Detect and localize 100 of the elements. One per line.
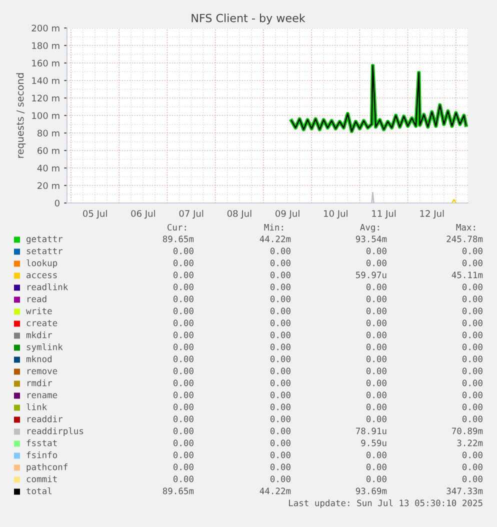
text: 0.00: [174, 452, 194, 458]
text: 0.00: [462, 392, 482, 398]
text: 0.00: [366, 260, 386, 266]
x-tick-label: 11 Jul: [372, 210, 396, 219]
legend-label: mkdir: [26, 331, 52, 338]
text: 89.65m: [162, 488, 194, 494]
text: 0.00: [366, 416, 386, 422]
text: 0.00: [270, 368, 290, 374]
text: 0.00: [366, 356, 386, 362]
text: 3.22m: [457, 440, 483, 446]
legend-label: setattr: [26, 248, 63, 254]
text: 0.00: [174, 260, 194, 266]
text: 0.00: [366, 368, 386, 374]
legend-label: symlink: [26, 343, 63, 352]
text: 0.00: [174, 344, 194, 350]
text: 0.00: [462, 368, 482, 374]
y-tick-label: 140 m: [32, 77, 60, 84]
legend-label: read: [28, 295, 46, 302]
text: 245.78m: [446, 236, 483, 242]
text: 0.00: [366, 296, 386, 302]
text: Min:: [264, 224, 283, 230]
text: 347.33m: [446, 488, 483, 494]
text: 0.00: [174, 392, 194, 398]
legend-label: fsstat: [26, 439, 57, 446]
legend-label: getattr: [26, 236, 63, 244]
text: 0.00: [270, 464, 290, 470]
y-tick-label: 100 m: [32, 112, 60, 120]
legend-label: total: [26, 487, 52, 494]
text: 0.00: [174, 284, 194, 290]
x-tick-label: 10 Jul: [324, 210, 348, 219]
text: 0.00: [462, 284, 482, 290]
text: 0.00: [270, 296, 290, 302]
text: 93.69m: [356, 488, 387, 494]
y-tick-label: 40 m: [37, 164, 60, 172]
text: 0.00: [174, 380, 194, 386]
text: 0.00: [270, 476, 290, 482]
text: 0.00: [462, 308, 482, 314]
text: 0.00: [174, 404, 194, 410]
text: 0.00: [270, 284, 290, 290]
text: 0.00: [270, 320, 290, 326]
text: 0.00: [270, 416, 290, 422]
text: 93.54m: [356, 236, 387, 242]
text: 0.00: [462, 452, 482, 458]
y-tick-label: 0: [54, 200, 60, 207]
text: 0.00: [174, 332, 194, 338]
text: 0.00: [366, 248, 386, 254]
text: 0.00: [174, 320, 194, 326]
x-tick-label: 05 Jul: [83, 210, 107, 219]
text: 0.00: [174, 440, 194, 446]
legend-label: lookup: [26, 259, 58, 268]
legend-label: readdirplus: [28, 427, 84, 436]
text: 0.00: [270, 308, 290, 314]
text: 0.00: [462, 416, 482, 422]
y-tick-label: 180 m: [32, 42, 60, 50]
chart-title: NFS Client - by week: [192, 14, 306, 24]
y-axis-title: requests / second: [16, 73, 26, 158]
text: 0.00: [462, 404, 482, 410]
legend-label: rename: [28, 393, 58, 398]
legend-label: commit: [26, 475, 57, 482]
text: 0.00: [270, 332, 290, 338]
text: 70.89m: [452, 428, 483, 434]
text: 0.00: [174, 248, 194, 254]
text: 0.00: [462, 296, 482, 302]
text: 9.59u: [361, 440, 386, 446]
text: 0.00: [366, 392, 386, 398]
legend-label: remove: [28, 369, 58, 374]
text: 0.00: [462, 476, 482, 482]
legend-label: write: [26, 307, 52, 314]
text: 0.00: [270, 428, 290, 434]
legend-label: rmdir: [28, 379, 52, 386]
text: 78.91u: [356, 428, 386, 434]
text: 0.00: [366, 320, 386, 326]
text: 0.00: [462, 356, 482, 362]
text: 0.00: [366, 380, 386, 386]
legend-label: mknod: [26, 355, 52, 362]
text: 0.00: [366, 404, 386, 410]
text: Cur:: [168, 224, 186, 231]
y-tick-label: 160 m: [32, 60, 60, 67]
text: 0.00: [174, 356, 194, 362]
legend-label: pathconf: [26, 463, 68, 472]
y-tick-label: 60 m: [38, 147, 60, 154]
text: 0.00: [270, 344, 290, 350]
text: 0.00: [174, 368, 194, 374]
text: 0.00: [366, 344, 386, 350]
text: 0.00: [270, 392, 290, 398]
text: 0.00: [462, 344, 482, 350]
text: 0.00: [174, 308, 194, 314]
text: 0.00: [174, 416, 194, 422]
text: 0.00: [366, 308, 386, 314]
y-tick-label: 200 m: [32, 24, 60, 32]
x-tick-label: 06 Jul: [131, 210, 155, 219]
text: 0.00: [462, 332, 482, 338]
text: 0.00: [174, 272, 194, 278]
text: 0.00: [270, 272, 290, 278]
text: 0.00: [270, 260, 290, 266]
text: 45.11m: [452, 272, 483, 278]
text: 0.00: [462, 320, 482, 326]
x-tick-label: 09 Jul: [276, 210, 300, 219]
text: 0.00: [174, 296, 194, 302]
text: 0.00: [462, 464, 482, 470]
